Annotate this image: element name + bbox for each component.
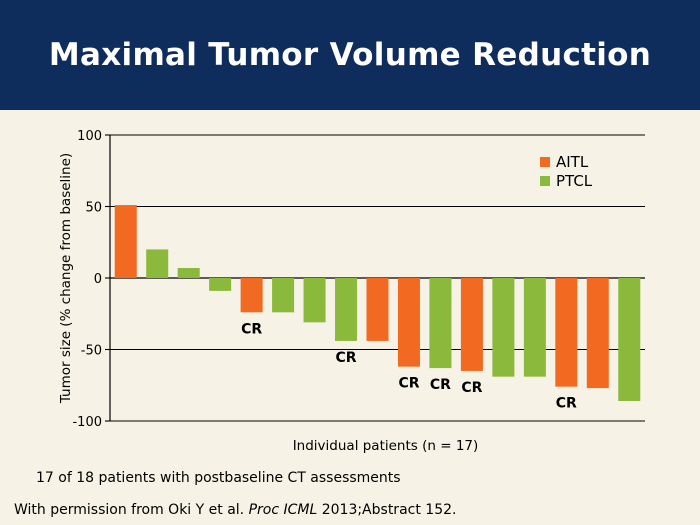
waterfall-chart: 100 50 0 -50 -100 CR CR CR CR CR CR Tumor size (% c… [58,129,645,454]
legend-label-ptcl: PTCL [556,172,593,190]
bar-13 [492,278,515,377]
bar-1 [114,205,137,278]
bar-2 [146,249,169,278]
bar-5 [240,278,263,313]
credit-suffix: 2013;Abstract 152. [317,502,457,518]
credit-prefix: With permission from Oki Y et al. [14,502,249,518]
y-tick-label: 100 [77,129,102,144]
bar-label: CR [398,376,419,392]
bar-17 [618,278,641,401]
bar-label: CR [461,380,482,396]
y-tick-label: 50 [85,201,102,216]
bar-label: CR [430,377,451,393]
bar-14 [523,278,546,377]
bar-label: CR [241,321,262,337]
credit-journal: Proc ICML [248,502,318,518]
bar-9 [366,278,389,341]
slide-title: Maximal Tumor Volume Reduction [48,37,652,73]
bar-16 [586,278,609,389]
legend-label-aitl: AITL [556,153,589,171]
x-axis-label: Individual patients (n = 17) [293,438,479,454]
y-axis-label: Tumor size (% change from baseline) [58,153,74,404]
bar-12 [460,278,483,371]
bar-15 [555,278,578,387]
bar-6 [272,278,295,313]
bar-8 [335,278,358,341]
y-tick-label: -100 [72,415,102,430]
bar-11 [429,278,452,369]
bar-10 [397,278,420,367]
footnote: 17 of 18 patients with postbaseline CT a… [36,470,401,486]
bar-7 [303,278,326,323]
legend-swatch-aitl [540,157,550,167]
y-tick-label: 0 [94,272,102,287]
title-banner: Maximal Tumor Volume Reduction [0,0,700,110]
legend-swatch-ptcl [540,176,550,186]
bar-3 [177,267,200,278]
y-tick-label: -50 [81,344,102,359]
bar-label: CR [556,396,577,412]
bar-label: CR [335,350,356,366]
bar-4 [209,278,232,291]
credit-line: With permission from Oki Y et al. Proc I… [14,502,456,518]
